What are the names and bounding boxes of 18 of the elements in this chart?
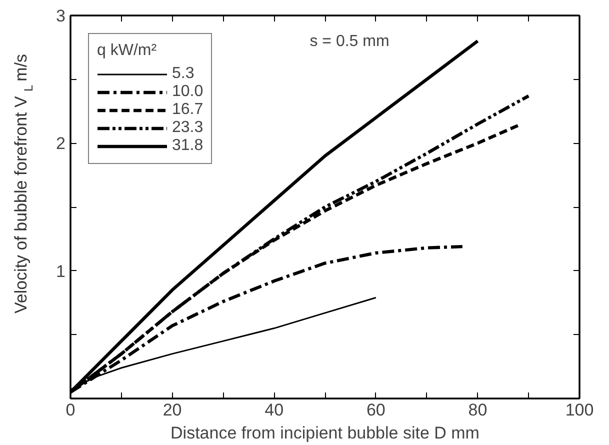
y-tick-label: 3 bbox=[56, 6, 66, 26]
x-tick-label: 0 bbox=[66, 400, 76, 420]
legend-label: 16.7 bbox=[172, 101, 204, 119]
legend-label: 5.3 bbox=[172, 65, 194, 83]
y-tick-label: 2 bbox=[56, 134, 66, 154]
x-axis-title: Distance from incipient bubble site D mm bbox=[170, 424, 480, 442]
legend-label: 10.0 bbox=[172, 83, 204, 101]
x-tick-label: 40 bbox=[264, 400, 284, 420]
legend-title: q kW/m² bbox=[97, 42, 158, 60]
y-axis-title: Velocity of bubble forefront VL m/s bbox=[12, 54, 36, 314]
x-tick-label: 80 bbox=[468, 400, 488, 420]
x-tick-label: 20 bbox=[162, 400, 182, 420]
x-tick-label: 100 bbox=[565, 400, 594, 420]
legend-label: 31.8 bbox=[172, 137, 204, 155]
annotation: s = 0.5 mm bbox=[310, 32, 390, 50]
y-tick-label: 1 bbox=[56, 262, 66, 281]
legend-label: 23.3 bbox=[172, 119, 204, 137]
x-tick-label: 60 bbox=[366, 400, 386, 420]
